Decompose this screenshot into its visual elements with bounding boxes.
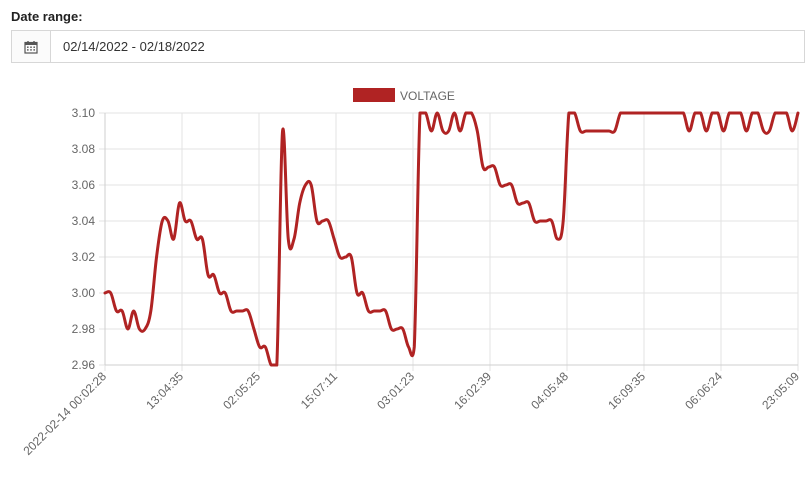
- x-tick-label: 04:05:48: [528, 369, 571, 412]
- x-tick-label: 13:04:35: [143, 369, 186, 412]
- y-tick-label: 3.04: [72, 214, 96, 228]
- date-range-picker[interactable]: 02/14/2022 - 02/18/2022: [11, 30, 805, 63]
- x-tick-label: 16:02:39: [451, 369, 494, 412]
- y-tick-label: 2.98: [72, 322, 96, 336]
- x-tick-label: 06:06:24: [682, 369, 725, 412]
- y-tick-label: 3.02: [72, 250, 96, 264]
- y-tick-label: 3.00: [72, 286, 96, 300]
- x-tick-label: 2022-02-14 00:02:28: [20, 369, 109, 458]
- calendar-icon[interactable]: [12, 31, 51, 62]
- x-tick-label: 02:05:25: [220, 369, 263, 412]
- voltage-line-chart: 2.96 2.98 3.00 3.02 3.04 3.06 3.08 3.10 2022-02…: [20, 88, 802, 458]
- date-range-label: Date range:: [11, 9, 83, 24]
- chart-legend[interactable]: VOLTAGE: [353, 88, 455, 103]
- x-tick-label: 15:07:11: [298, 369, 341, 412]
- y-axis-ticks: 2.96 2.98 3.00 3.02 3.04 3.06 3.08 3.10: [72, 106, 96, 372]
- x-axis-ticks: 2022-02-14 00:02:28 13:04:35 02:05:25 15:07…: [20, 369, 802, 458]
- y-tick-label: 2.96: [72, 358, 96, 372]
- y-tick-label: 3.08: [72, 142, 96, 156]
- series-line-voltage: [103, 111, 800, 367]
- x-tick-label: 23:05:09: [759, 369, 802, 412]
- x-tick-label: 03:01:23: [374, 369, 417, 412]
- y-tick-label: 3.06: [72, 178, 96, 192]
- date-range-input[interactable]: 02/14/2022 - 02/18/2022: [63, 39, 205, 54]
- x-tick-label: 16:09:35: [605, 369, 648, 412]
- legend-swatch-voltage[interactable]: [353, 88, 395, 102]
- y-tick-label: 3.10: [72, 106, 96, 120]
- legend-label-voltage[interactable]: VOLTAGE: [400, 89, 455, 103]
